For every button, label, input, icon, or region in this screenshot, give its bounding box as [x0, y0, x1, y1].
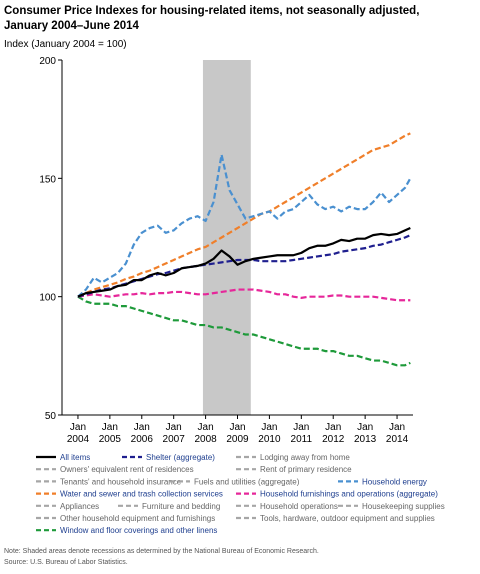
- legend-label: Owners' equivalent rent of residences: [60, 465, 194, 474]
- source: Source: U.S. Bureau of Labor Statistics.: [4, 559, 128, 566]
- x-tick-label: Jan 2004: [67, 422, 90, 445]
- legend-label: Tenants' and household insurance: [60, 477, 182, 486]
- x-tick-label: Jan 2011: [291, 422, 313, 445]
- y-tick-label: 100: [39, 293, 56, 304]
- legend-label: Household operations: [260, 502, 338, 511]
- legend-label: Other household equipment and furnishing…: [60, 514, 215, 523]
- x-tick-label: Jan 2012: [322, 422, 345, 445]
- x-tick-label: Jan 2007: [163, 422, 186, 445]
- series-line: [77, 295, 411, 367]
- legend-label: Fuels and utilities (aggregate): [194, 477, 300, 486]
- x-tick-label: Jan 2009: [226, 422, 249, 445]
- x-tick-label: Jan 2008: [194, 422, 217, 445]
- legend-label: Household energy: [362, 477, 427, 486]
- x-tick-label: Jan 2014: [386, 422, 409, 445]
- y-tick-label: 150: [39, 174, 56, 185]
- legend-label: Tools, hardware, outdoor equipment and s…: [260, 514, 435, 523]
- series-line: [77, 153, 412, 298]
- x-tick-label: Jan 2006: [131, 422, 154, 445]
- series-line: [77, 227, 411, 298]
- recession-shade: [202, 60, 251, 415]
- y-tick-label: 200: [39, 56, 56, 67]
- x-tick-label: Jan 2010: [258, 422, 281, 445]
- legend-label: Household furnishings and operations (ag…: [260, 490, 438, 499]
- x-tick-label: Jan 2005: [99, 422, 122, 445]
- legend-label: Furniture and bedding: [142, 502, 220, 511]
- legend-label: Lodging away from home: [260, 453, 350, 462]
- note: Note: Shaded areas denote recessions as …: [4, 548, 319, 555]
- series-line: [77, 288, 411, 302]
- legend-label: Window and floor coverings and other lin…: [60, 526, 217, 535]
- legend-label: Rent of primary residence: [260, 465, 352, 474]
- y-tick-label: 50: [45, 411, 57, 422]
- chart-title: Consumer Price Indexes for housing-relat…: [4, 5, 419, 32]
- legend-label: Shelter (aggregate): [146, 453, 215, 462]
- legend-label: Housekeeping supplies: [362, 502, 445, 511]
- x-tick-label: Jan 2013: [354, 422, 377, 445]
- legend-label: Appliances: [60, 502, 99, 511]
- y-axis-label: Index (January 2004 = 100): [4, 39, 127, 50]
- series-line: [77, 132, 411, 298]
- legend-label: All items: [60, 453, 90, 462]
- legend-label: Water and sewer and trash collection ser…: [60, 490, 223, 499]
